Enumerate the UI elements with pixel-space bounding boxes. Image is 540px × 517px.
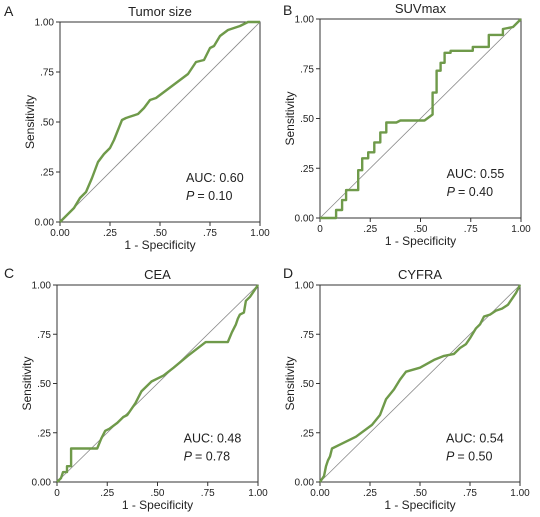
y-tick-label: 1.00: [35, 18, 55, 29]
x-tick-label: 0.00: [50, 228, 70, 239]
x-tick-label: .50: [153, 228, 167, 239]
roc-curve: [320, 18, 522, 220]
chart-title: CEA: [144, 267, 171, 282]
y-tick-label: 0.00: [35, 218, 55, 229]
y-tick-label: .50: [37, 379, 51, 390]
x-tick-label: 1.00: [248, 488, 268, 499]
x-axis-label: 1 - Specificity: [385, 234, 456, 248]
x-tick-label: .25: [363, 224, 377, 235]
x-tick-label: .50: [413, 488, 427, 499]
y-tick-label: .50: [300, 114, 314, 125]
y-tick-label: .75: [40, 68, 54, 79]
y-tick-label: 0.00: [32, 478, 52, 489]
p-value-annotation: P = 0.50: [446, 450, 492, 464]
panel-letter: D: [283, 265, 293, 281]
roc-panel-b: B SUVmax 00.00 .25 .25 .50 .50 .75 .75 1.00 1.00 1 …: [283, 1, 531, 248]
reference-diagonal: [59, 21, 261, 223]
x-tick-label: .50: [414, 224, 428, 235]
x-axis-label: 1 - Specificity: [124, 238, 195, 252]
y-tick-label: .75: [300, 330, 314, 341]
x-tick-label: .75: [463, 488, 477, 499]
p-symbol: P: [447, 185, 456, 199]
p-value: = 0.78: [195, 450, 230, 464]
chart-title: Tumor size: [128, 4, 192, 19]
p-symbol: P: [186, 189, 195, 203]
y-tick-label: 0.00: [295, 478, 315, 489]
x-tick-label: .50: [151, 488, 165, 499]
chart-title: SUVmax: [395, 1, 447, 16]
y-axis-label: Sensitivity: [23, 95, 37, 149]
chart-title: CYFRA: [398, 267, 442, 282]
x-tick-label: .25: [100, 488, 114, 499]
auc-annotation: AUC: 0.54: [446, 432, 504, 446]
roc-panel-a: A Tumor size 0.000.00 .25 .25 .50 .50 .75 .75 1.0…: [4, 3, 270, 252]
p-symbol: P: [184, 450, 193, 464]
y-axis-label: Sensitivity: [283, 356, 297, 410]
auc-annotation: AUC: 0.60: [186, 171, 244, 185]
y-tick-label: .75: [37, 330, 51, 341]
y-tick-label: 0.00: [295, 214, 315, 225]
p-value: = 0.40: [458, 185, 493, 199]
auc-annotation: AUC: 0.48: [184, 432, 242, 446]
auc-annotation: AUC: 0.55: [447, 167, 505, 181]
panel-letter: B: [283, 2, 292, 18]
y-tick-label: 1.00: [32, 281, 52, 292]
p-value: = 0.50: [457, 450, 492, 464]
p-symbol: P: [446, 450, 455, 464]
x-tick-label: 1.00: [511, 224, 531, 235]
x-tick-label: .75: [464, 224, 478, 235]
panel-letter: C: [4, 265, 14, 281]
y-tick-label: .50: [300, 379, 314, 390]
y-tick-label: .25: [300, 164, 314, 175]
x-axis-label: 1 - Specificity: [384, 498, 455, 512]
x-tick-label: .25: [363, 488, 377, 499]
y-tick-label: .25: [300, 428, 314, 439]
y-tick-label: .25: [40, 168, 54, 179]
p-value: = 0.10: [197, 189, 232, 203]
roc-curve: [319, 284, 522, 483]
panel-letter: A: [4, 3, 14, 19]
roc-panel-c: C CEA 00.00 .25 .25 .50 .50 .75 .75 1.00 1.00 1 - S…: [4, 265, 268, 512]
p-value-annotation: P = 0.10: [186, 189, 232, 203]
x-tick-label: 1.00: [250, 228, 270, 239]
x-tick-label: .75: [203, 228, 217, 239]
roc-curve: [56, 284, 259, 483]
x-tick-label: .25: [103, 228, 117, 239]
y-tick-label: .50: [40, 118, 54, 129]
x-tick-label: 0: [54, 488, 60, 499]
x-tick-label: 1.00: [510, 488, 530, 499]
p-value-annotation: P = 0.40: [447, 185, 493, 199]
x-axis-label: 1 - Specificity: [122, 498, 193, 512]
reference-diagonal: [319, 284, 521, 483]
x-tick-label: .75: [201, 488, 215, 499]
x-tick-label: 0: [317, 224, 323, 235]
y-tick-label: .75: [300, 64, 314, 75]
y-axis-label: Sensitivity: [20, 356, 34, 410]
roc-curve: [59, 20, 260, 223]
reference-diagonal: [319, 18, 522, 219]
roc-panel-d: D CYFRA 0.000.00 .25 .25 .50 .50 .75 .75 1.00 1.00…: [283, 265, 530, 512]
y-axis-label: Sensitivity: [283, 91, 297, 145]
p-value-annotation: P = 0.78: [184, 450, 230, 464]
y-tick-label: 1.00: [295, 281, 315, 292]
x-tick-label: 0.00: [310, 488, 330, 499]
y-tick-label: 1.00: [295, 15, 315, 26]
y-tick-label: .25: [37, 428, 51, 439]
